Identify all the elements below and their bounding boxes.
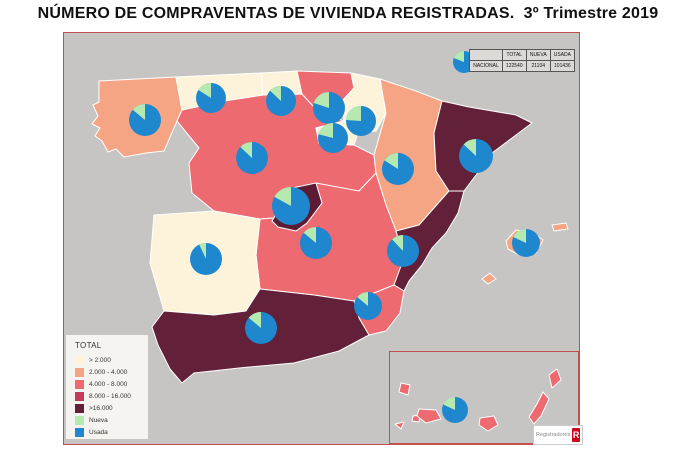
region-baleares-ibiza — [481, 272, 497, 285]
table-col-nueva: NUEVA — [525, 49, 551, 61]
legend-swatch-class3 — [75, 379, 84, 389]
pie-navarra — [346, 106, 376, 136]
region-valencia — [393, 190, 465, 292]
map-frame: TOTAL NUEVA USADA NACIONAL 122540 21104 … — [63, 32, 583, 445]
legend-row: > 2.000 — [75, 354, 148, 366]
logo-text: Registradores — [536, 431, 571, 438]
region-canarias-tenerife — [416, 408, 442, 424]
pie-catalu-a — [459, 139, 493, 173]
pie-andaluc-a — [245, 312, 277, 344]
map-legend: TOTAL > 2.000 2.000 - 4.000 4.000 - 8.00… — [66, 335, 148, 439]
region-canarias-la-palma — [398, 382, 411, 396]
table-row-label: NACIONAL — [469, 60, 503, 72]
legend-row: 4.000 - 8.000 — [75, 378, 148, 390]
pie-charts-layer — [129, 51, 540, 423]
legend-row: >16.000 — [75, 402, 148, 414]
pie-baleares — [512, 229, 540, 257]
pie-castilla-la-mancha — [300, 227, 332, 259]
pie-murcia — [354, 292, 382, 320]
legend-swatch-class5 — [75, 403, 84, 413]
region-canarias-el-hierro — [394, 421, 405, 430]
table-value-total: 122540 — [501, 60, 527, 72]
legend-swatch-usada — [75, 427, 84, 437]
legend-row: Nueva — [75, 414, 148, 426]
region-baleares-menorca — [551, 222, 569, 232]
pie-canarias — [442, 397, 468, 423]
table-value-usada: 101436 — [549, 60, 576, 72]
legend-row: Usada — [75, 426, 148, 438]
legend-swatch-nueva — [75, 415, 84, 425]
legend-swatch-class2 — [75, 367, 84, 377]
national-summary-table: TOTAL NUEVA USADA NACIONAL 122540 21104 … — [469, 49, 576, 72]
pie-asturias — [196, 83, 226, 113]
pie-pa-s-vasco — [313, 92, 345, 124]
table-col-total: TOTAL — [501, 49, 527, 61]
legend-row: 8.000 - 16.000 — [75, 390, 148, 402]
pie-la-rioja — [318, 122, 348, 153]
region-canarias-lanzarote — [548, 368, 562, 389]
legend-row: 2.000 - 4.000 — [75, 366, 148, 378]
pie-extremadura — [190, 243, 222, 275]
pie-c-valenciana — [387, 235, 419, 267]
spain-map — [91, 51, 579, 444]
registradores-logo: Registradores R — [533, 425, 583, 445]
pie-madrid — [272, 187, 310, 225]
table-value-nueva: 21104 — [525, 60, 551, 72]
region-canarias-gran-canaria — [478, 415, 499, 432]
pie-castilla-y-le-n — [236, 142, 268, 174]
legend-swatch-class1 — [75, 355, 84, 365]
table-corner-cell — [469, 49, 503, 61]
legend-swatch-class4 — [75, 391, 84, 401]
logo-r-mark: R — [572, 428, 580, 442]
pie-cantabria — [266, 86, 296, 116]
legend-title: TOTAL — [75, 341, 102, 350]
pie-galicia — [129, 103, 161, 136]
pie-arag-n — [382, 153, 414, 185]
page-title: NÚMERO DE COMPRAVENTAS DE VIVIENDA REGIS… — [37, 5, 659, 22]
canarias-inset-box — [389, 351, 579, 444]
region-canarias-fuerteventura — [528, 391, 550, 425]
table-col-usada: USADA — [549, 49, 576, 61]
